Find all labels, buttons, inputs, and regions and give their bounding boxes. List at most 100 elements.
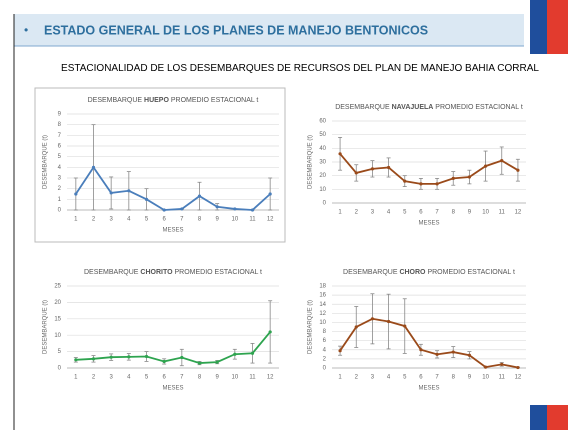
point <box>354 171 358 175</box>
point <box>250 351 255 355</box>
x-tick-label: 9 <box>215 217 219 223</box>
point <box>419 348 423 352</box>
point <box>354 325 358 329</box>
y-axis-label: DESEMBARQUE (t) <box>43 300 49 354</box>
x-tick-label: 12 <box>267 217 274 223</box>
x-tick-label: 3 <box>109 375 113 381</box>
point <box>483 365 488 369</box>
point <box>268 330 272 334</box>
x-axis-label: MESES <box>162 228 183 234</box>
point <box>233 207 237 211</box>
x-tick-label: 9 <box>468 210 472 216</box>
subtitle: ESTACIONALIDAD DE LOS DESEMBARQUES DE RE… <box>61 63 539 74</box>
x-tick-label: 5 <box>403 210 407 216</box>
x-tick-label: 5 <box>403 375 407 381</box>
point <box>233 352 237 356</box>
x-tick-label: 4 <box>127 375 131 381</box>
x-tick-label: 7 <box>435 210 439 216</box>
point <box>109 191 113 195</box>
point <box>483 164 488 168</box>
x-tick-label: 10 <box>482 210 489 216</box>
x-tick-label: 8 <box>452 210 456 216</box>
y-tick-label: 10 <box>319 187 326 193</box>
y-tick-label: 3 <box>58 176 62 182</box>
y-axis-label: DESEMBARQUE (t) <box>308 300 314 354</box>
point <box>91 357 96 361</box>
title-part: DESEMBARQUE <box>84 269 140 276</box>
x-tick-label: 1 <box>74 217 78 223</box>
x-tick-label: 1 <box>338 210 342 216</box>
point <box>162 359 166 364</box>
y-tick-label: 6 <box>323 338 327 344</box>
title-part: HUEPO <box>144 97 169 104</box>
chart-title: DESEMBARQUE CHORITO PROMEDIO ESTACIONAL … <box>84 269 262 276</box>
point <box>435 182 439 186</box>
y-tick-label: 40 <box>319 146 326 152</box>
point <box>162 208 166 212</box>
x-tick-label: 10 <box>482 375 489 381</box>
point <box>109 355 113 359</box>
y-tick-label: 20 <box>54 300 61 306</box>
point <box>250 208 255 212</box>
x-axis-label: MESES <box>418 221 439 227</box>
title-part: PROMEDIO ESTACIONAL t <box>173 269 263 276</box>
point <box>467 175 472 179</box>
x-axis-label: MESES <box>418 386 439 392</box>
x-tick-label: 3 <box>371 210 375 216</box>
title-part: PROMEDIO ESTACIONAL t <box>433 104 523 111</box>
point <box>127 189 131 193</box>
title-part: DESEMBARQUE <box>343 269 399 276</box>
x-tick-label: 1 <box>74 375 78 381</box>
x-tick-label: 10 <box>231 375 238 381</box>
x-tick-label: 11 <box>249 217 256 223</box>
point <box>215 360 219 364</box>
y-tick-label: 15 <box>54 316 61 322</box>
y-tick-label: 5 <box>58 154 62 160</box>
point <box>74 358 78 362</box>
x-tick-label: 2 <box>92 375 96 381</box>
y-axis-label: DESEMBARQUE (t) <box>308 135 314 189</box>
point <box>516 168 520 172</box>
header-title: ESTADO GENERAL DE LOS PLANES DE MANEJO B… <box>44 23 428 37</box>
y-tick-label: 1 <box>58 197 62 203</box>
title-part: PROMEDIO ESTACIONAL t <box>169 97 259 104</box>
y-tick-label: 50 <box>319 132 326 138</box>
point <box>467 353 472 357</box>
y-tick-label: 16 <box>319 293 326 299</box>
x-tick-label: 12 <box>267 375 274 381</box>
point <box>144 354 149 359</box>
x-tick-label: 11 <box>249 375 256 381</box>
x-axis-label: MESES <box>162 386 183 392</box>
x-tick-label: 2 <box>355 210 359 216</box>
title-part: DESEMBARQUE <box>335 104 391 111</box>
x-tick-label: 9 <box>468 375 472 381</box>
x-tick-label: 5 <box>145 217 149 223</box>
x-tick-label: 4 <box>387 375 391 381</box>
x-tick-label: 8 <box>198 217 202 223</box>
point <box>451 176 455 180</box>
y-tick-label: 14 <box>319 302 326 308</box>
point <box>386 165 391 170</box>
point <box>180 355 184 360</box>
chart-frame <box>34 87 286 243</box>
title-part: DESEMBARQUE <box>88 97 144 104</box>
title-part: CHORITO <box>140 269 173 276</box>
y-tick-label: 0 <box>323 201 327 207</box>
point <box>403 324 407 328</box>
x-tick-label: 6 <box>419 375 423 381</box>
x-tick-label: 9 <box>215 375 219 381</box>
x-tick-label: 12 <box>515 210 522 216</box>
x-tick-label: 6 <box>162 217 166 223</box>
x-tick-label: 6 <box>162 375 166 381</box>
y-axis-label: DESEMBARQUE (t) <box>43 135 49 189</box>
point <box>197 194 202 198</box>
point <box>74 192 78 196</box>
y-tick-label: 2 <box>323 356 327 362</box>
series-line <box>339 317 519 369</box>
x-tick-label: 8 <box>452 375 456 381</box>
y-tick-label: 18 <box>319 284 326 290</box>
x-tick-label: 3 <box>109 217 113 223</box>
x-tick-label: 8 <box>198 375 202 381</box>
y-tick-label: 10 <box>319 320 326 326</box>
point <box>338 349 342 353</box>
